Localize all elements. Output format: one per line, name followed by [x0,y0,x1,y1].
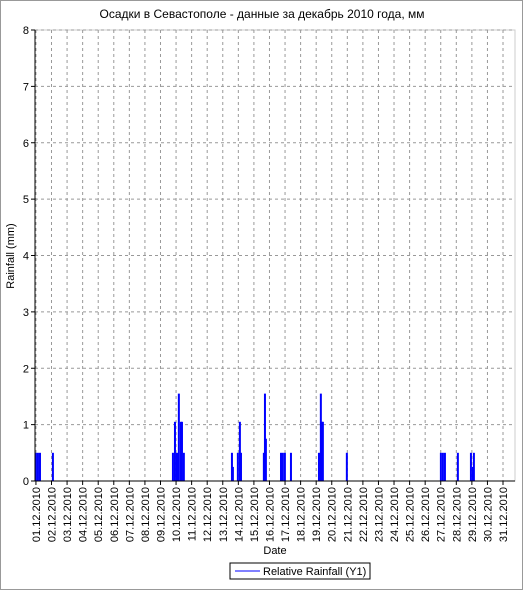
bar [321,421,324,481]
x-tick-label: 29.12.2010 [467,487,479,542]
legend-label: Relative Rainfall (Y1) [263,566,366,578]
x-tick-label: 05.12.2010 [93,487,105,542]
x-tick-label: 07.12.2010 [124,487,136,542]
bar [281,452,284,481]
bar [36,452,39,481]
x-tick-label: 31.12.2010 [498,487,510,542]
bar [345,452,348,481]
chart-title: Осадки в Севастополе - данные за декабрь… [99,7,424,21]
bar [238,421,241,481]
y-tick-label: 6 [23,138,29,150]
bar [34,452,37,481]
bar [231,466,234,481]
x-tick-label: 20.12.2010 [327,487,339,542]
bar [439,452,442,481]
x-tick-label: 11.12.2010 [187,487,199,541]
y-tick-label: 1 [23,420,29,432]
bar [263,393,266,481]
legend-box [229,562,371,580]
y-tick-label: 5 [23,194,29,206]
bar [173,421,176,481]
bar [443,452,446,481]
bar [264,438,267,481]
x-tick-label: 02.12.2010 [47,487,59,542]
y-tick-label: 7 [23,81,29,93]
bar [472,452,475,481]
bar [239,452,242,481]
bar [441,452,444,481]
x-tick-label: 19.12.2010 [311,487,323,542]
bar [171,452,174,481]
bar [469,452,472,481]
x-tick-label: 10.12.2010 [171,487,183,542]
x-tick-label: 24.12.2010 [389,487,401,542]
x-axis-label: Date [263,545,286,557]
x-tick-label: 27.12.2010 [436,487,448,542]
x-tick-label: 12.12.2010 [202,487,214,542]
x-tick-label: 28.12.2010 [451,487,463,542]
bar [289,452,292,481]
bar [175,452,178,481]
x-tick-label: 03.12.2010 [62,487,74,542]
bar [456,452,459,481]
bar [182,452,185,481]
x-tick-label: 18.12.2010 [296,487,308,542]
x-tick-label: 01.12.2010 [31,487,43,542]
x-tick-label: 04.12.2010 [78,487,90,542]
bar [38,452,41,481]
y-tick-label: 8 [23,25,29,37]
bar [51,452,54,481]
bar [236,452,239,481]
y-tick-label: 4 [23,251,29,263]
bar [317,452,320,481]
x-tick-label: 15.12.2010 [249,487,261,542]
bar [283,452,286,481]
x-tick-label: 30.12.2010 [482,487,494,542]
x-tick-label: 25.12.2010 [405,487,417,542]
x-tick-label: 09.12.2010 [155,487,167,542]
x-tick-label: 14.12.2010 [233,487,245,542]
bar [319,393,322,481]
bar [180,421,183,481]
x-tick-label: 23.12.2010 [373,487,385,542]
bar [179,421,182,481]
bar [177,393,180,481]
y-axis-label: Rainfall (mm) [5,223,17,288]
x-tick-label: 08.12.2010 [140,487,152,542]
y-tick-label: 0 [23,476,29,488]
y-tick-label: 2 [23,363,29,375]
x-tick-label: 17.12.2010 [280,487,292,542]
x-tick-label: 16.12.2010 [264,487,276,542]
bar [262,452,265,481]
x-tick-label: 13.12.2010 [218,487,230,542]
x-tick-label: 21.12.2010 [342,487,354,542]
y-tick-label: 3 [23,307,29,319]
bar [279,452,282,481]
x-tick-label: 22.12.2010 [358,487,370,542]
x-tick-label: 26.12.2010 [420,487,432,542]
x-tick-label: 06.12.2010 [109,487,121,542]
